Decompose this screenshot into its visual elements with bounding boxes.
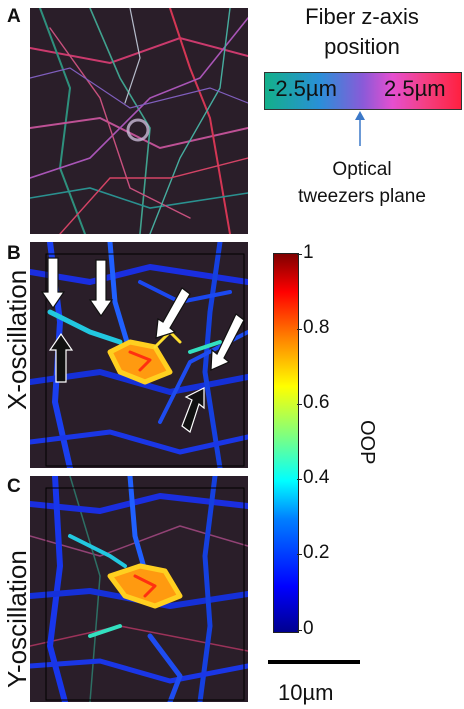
panel-a-letter: A — [7, 6, 21, 27]
note-line2: tweezers plane — [298, 186, 426, 207]
colorbar-tick-label: 0.8 — [303, 317, 330, 338]
fiber-network-image-a — [30, 8, 248, 234]
scale-bar — [268, 660, 360, 664]
tickmark — [297, 630, 302, 631]
oop-map-image-c — [30, 476, 248, 702]
white-arrow-icons — [40, 257, 245, 371]
note-line1: Optical — [332, 159, 392, 180]
up-arrow-icon — [355, 111, 365, 146]
oop-map-c-svg — [30, 476, 248, 702]
tickmark — [297, 479, 302, 480]
optical-tweezers-note: Optical tweezers plane — [272, 156, 452, 210]
colorbar-label: OOP — [356, 420, 378, 465]
x-oscillation-label: X-oscillation — [2, 269, 32, 410]
colorbar-tick-label: 1 — [303, 242, 314, 263]
colorbar-tick-label: 0.2 — [303, 542, 330, 563]
colorbar-tick-label: 0.4 — [303, 467, 330, 488]
panel-c-letter: C — [7, 476, 21, 497]
tickmark — [297, 254, 302, 255]
oop-colorbar — [273, 253, 299, 633]
oop-map-image-b — [30, 242, 248, 468]
colorbar-tick-label: 0 — [303, 618, 314, 639]
z-legend-title-line1: Fiber z-axis — [305, 4, 419, 29]
panel-b-letter: B — [7, 243, 21, 264]
tickmark — [297, 554, 302, 555]
tickmark — [297, 329, 302, 330]
y-oscillation-label: Y-oscillation — [2, 550, 32, 688]
z-legend-title-line2: position — [324, 34, 400, 59]
fiber-network-a-svg — [30, 8, 248, 234]
scale-bar-label: 10µm — [278, 680, 334, 705]
black-arrow-icons — [48, 332, 205, 433]
z-legend-right-value: 2.5µm — [384, 76, 446, 101]
colorbar-tick-label: 0.6 — [303, 392, 330, 413]
tickmark — [297, 404, 302, 405]
z-legend-left-value: -2.5µm — [268, 76, 337, 101]
z-legend-title: Fiber z-axis position — [262, 2, 462, 62]
oop-map-b-svg — [30, 242, 248, 468]
z-position-gradient-bar — [264, 72, 462, 110]
